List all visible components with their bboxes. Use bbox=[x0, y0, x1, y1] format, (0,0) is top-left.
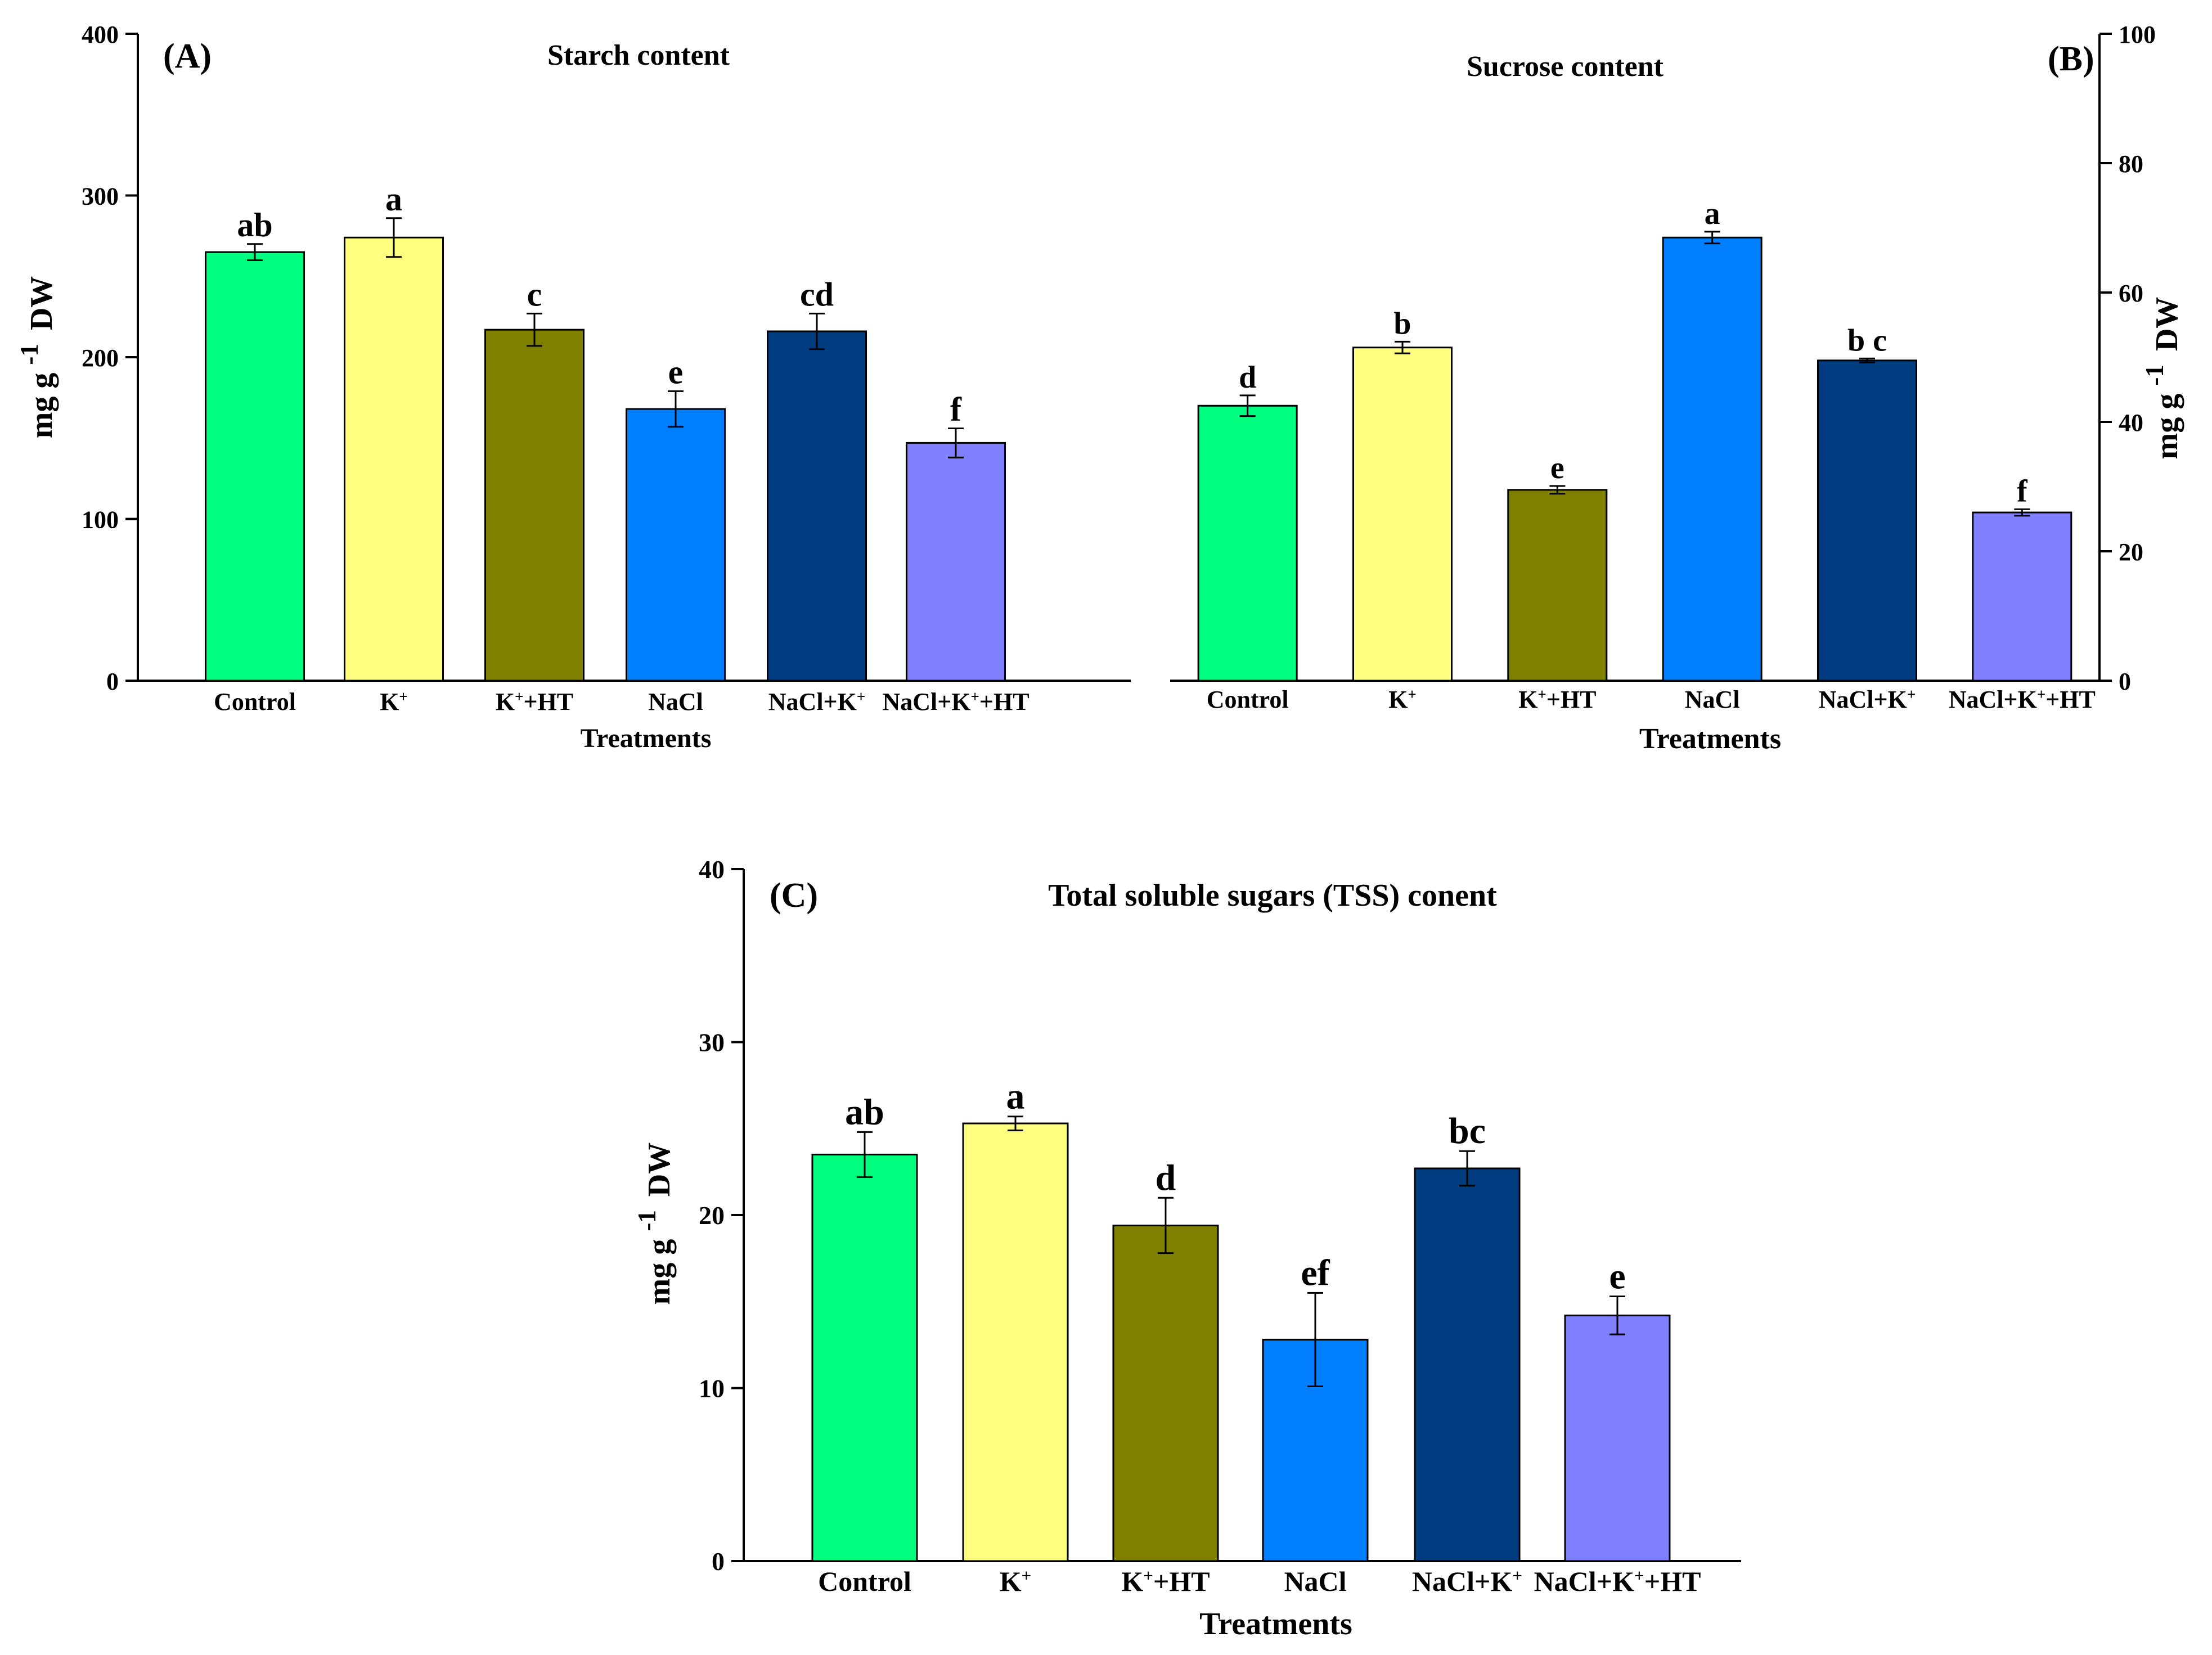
x-tick-label: Control bbox=[1207, 686, 1289, 713]
bar bbox=[1112, 1224, 1219, 1562]
x-axis-label: Treatments bbox=[1199, 1607, 1352, 1641]
y-tick-label: 0 bbox=[106, 668, 119, 695]
bar bbox=[1817, 359, 1917, 682]
y-axis-label: mg g -1 DW bbox=[15, 276, 59, 439]
x-tick-label: NaCl bbox=[648, 688, 703, 716]
x-tick-label: NaCl+K++HT bbox=[1534, 1566, 1701, 1598]
x-tick-label: K++HT bbox=[1121, 1566, 1210, 1598]
bar bbox=[767, 330, 867, 682]
y-tick-label: 100 bbox=[2119, 21, 2156, 48]
significance-letter: e bbox=[1609, 1256, 1625, 1297]
x-tick-label: K+ bbox=[380, 688, 408, 716]
significance-letter: a bbox=[385, 181, 402, 218]
y-tick-label: 10 bbox=[699, 1374, 725, 1403]
bar bbox=[344, 236, 444, 682]
y-tick-label: 20 bbox=[2119, 538, 2143, 566]
significance-letter: d bbox=[1156, 1157, 1176, 1198]
x-tick-label: K+ bbox=[1388, 686, 1417, 713]
x-tick-label: NaCl+K+ bbox=[1412, 1566, 1522, 1598]
bar bbox=[962, 1122, 1069, 1562]
significance-letter: ab bbox=[845, 1091, 884, 1132]
significance-letter: ef bbox=[1301, 1252, 1330, 1293]
chart-title: Sucrose content bbox=[1467, 51, 1664, 83]
y-tick-label: 300 bbox=[82, 183, 119, 210]
y-tick-label: 400 bbox=[82, 21, 119, 48]
y-tick-label: 100 bbox=[82, 506, 119, 534]
y-tick-label: 20 bbox=[699, 1201, 725, 1230]
panel-label: (A) bbox=[163, 37, 212, 75]
bar bbox=[1972, 511, 2072, 682]
x-tick-label: NaCl+K++HT bbox=[882, 688, 1029, 716]
significance-letter: e bbox=[668, 353, 684, 390]
bar bbox=[811, 1153, 918, 1562]
bar bbox=[1414, 1167, 1521, 1562]
panel-c-tss-chart: 0 10 20 30 40 ab Control a K+ d K++HT ef NaCl bc NaCl+… bbox=[633, 855, 1741, 1641]
x-axis-label: Treatments bbox=[1639, 723, 1781, 755]
bar bbox=[1507, 489, 1608, 682]
bar bbox=[205, 251, 305, 682]
y-tick-label: 0 bbox=[712, 1547, 725, 1576]
x-tick-label: K++HT bbox=[496, 688, 573, 716]
y-axis-label: mg g -1 DW bbox=[2141, 297, 2184, 460]
y-tick-label: 80 bbox=[2119, 150, 2143, 178]
bar bbox=[906, 442, 1006, 682]
chart-title: Starch content bbox=[547, 39, 730, 71]
significance-letter: e bbox=[1550, 451, 1564, 485]
significance-letter: f bbox=[950, 391, 962, 428]
x-tick-label: NaCl bbox=[1685, 686, 1740, 713]
panel-label: (C) bbox=[770, 876, 818, 915]
y-tick-label: 60 bbox=[2119, 280, 2143, 307]
chart-title: Total soluble sugars (TSS) conent bbox=[1048, 878, 1497, 913]
significance-letter: a bbox=[1006, 1076, 1025, 1117]
significance-letter: c bbox=[527, 276, 542, 313]
panel-a-starch-chart: 0 100 200 300 400 ab Control a K+ c K++HT e NaCl cd Na… bbox=[15, 21, 1131, 753]
bar bbox=[626, 408, 726, 682]
significance-letter: a bbox=[1705, 196, 1720, 231]
x-tick-label: K++HT bbox=[1518, 686, 1596, 713]
x-tick-label: Control bbox=[818, 1566, 911, 1597]
y-tick-label: 200 bbox=[82, 344, 119, 372]
x-tick-label: NaCl bbox=[1284, 1566, 1346, 1597]
x-axis-label: Treatments bbox=[581, 723, 712, 753]
significance-letter: cd bbox=[800, 276, 834, 313]
x-tick-label: K+ bbox=[1000, 1566, 1032, 1598]
y-tick-label: 40 bbox=[699, 855, 725, 884]
y-axis-label: mg g -1 DW bbox=[633, 1143, 677, 1305]
bar bbox=[1197, 404, 1298, 682]
y-tick-label: 0 bbox=[2119, 668, 2131, 695]
x-tick-label: NaCl+K+ bbox=[768, 688, 865, 716]
panel-b-sucrose-chart: 0 20 40 60 80 100 d Control b K+ e K++HT a NaCl b c NaC… bbox=[1170, 21, 2184, 755]
significance-letter: f bbox=[2017, 474, 2028, 509]
y-tick-label: 30 bbox=[699, 1028, 725, 1057]
significance-letter: ab bbox=[237, 206, 272, 244]
significance-letter: b c bbox=[1847, 323, 1887, 358]
x-tick-label: NaCl+K+ bbox=[1819, 686, 1916, 713]
bar bbox=[484, 329, 585, 682]
bar bbox=[1662, 236, 1763, 682]
bar bbox=[1352, 347, 1453, 682]
bar bbox=[1564, 1314, 1671, 1562]
significance-letter: b bbox=[1393, 306, 1411, 341]
significance-letter: bc bbox=[1449, 1110, 1486, 1152]
panel-label: (B) bbox=[2048, 40, 2094, 78]
y-tick-label: 40 bbox=[2119, 409, 2143, 437]
x-tick-label: NaCl+K++HT bbox=[1949, 686, 2096, 713]
significance-letter: d bbox=[1239, 360, 1256, 395]
x-tick-label: Control bbox=[214, 688, 296, 716]
